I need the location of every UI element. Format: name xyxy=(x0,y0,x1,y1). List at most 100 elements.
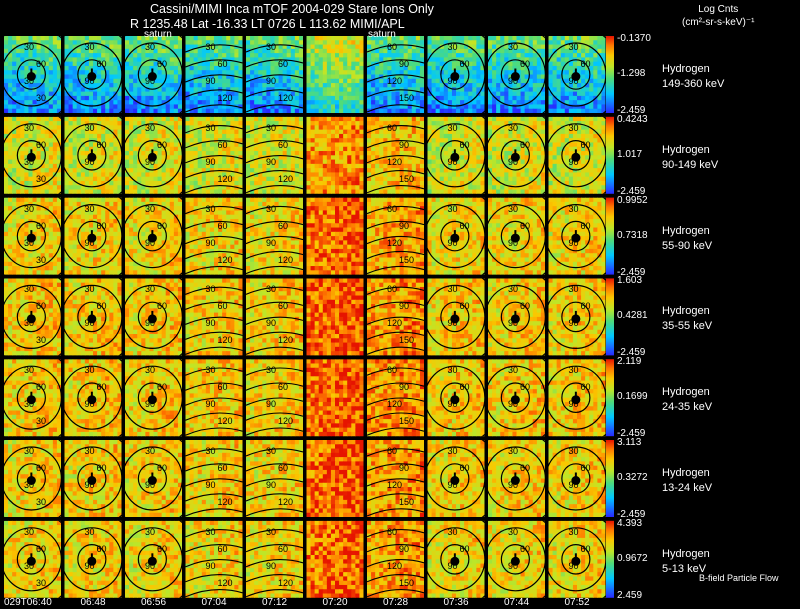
contour-label: 60 xyxy=(36,543,47,554)
contour-label: 30 xyxy=(145,446,156,456)
chart-subtitle: R 1235.48 Lat -16.33 LT 0726 L 113.62 MI… xyxy=(130,17,405,31)
heatmap-cell-0-0 xyxy=(4,36,61,113)
contour-label: 60 xyxy=(36,301,47,312)
contour-label: 60 xyxy=(520,463,531,473)
contour-label: 90 xyxy=(84,480,95,490)
contour-label: 90 xyxy=(145,480,156,490)
contour-label: 60 xyxy=(278,463,289,473)
contour-label: 30 xyxy=(447,446,458,456)
contour-label: 60 xyxy=(157,139,168,150)
contour-label: 90 xyxy=(508,480,519,490)
heatmap-cell-3-2 xyxy=(125,278,182,356)
heatmap-cell-2-0 xyxy=(4,197,61,275)
energy-label: 149-360 keV xyxy=(662,78,725,90)
contour-label: 30 xyxy=(205,42,216,52)
energy-label: 5-13 keV xyxy=(662,562,707,575)
contour-label: 30 xyxy=(568,284,579,295)
contour-label: 120 xyxy=(387,76,403,86)
contour-label: 60 xyxy=(36,463,47,473)
contour-label: 60 xyxy=(217,139,228,150)
heatmap-cell-3-3 xyxy=(185,278,243,356)
contour-label: 120 xyxy=(217,173,233,184)
contour-label: 90 xyxy=(205,560,216,571)
contour-label: 90 xyxy=(205,156,216,167)
heatmap-cell-6-2 xyxy=(125,520,182,598)
contour-label: 60 xyxy=(387,42,398,52)
contour-label: 30 xyxy=(24,526,35,537)
contour-label: 30 xyxy=(205,365,216,376)
colorbar-min-label: -2.459 xyxy=(617,428,646,440)
contour-label: 90 xyxy=(399,139,410,150)
contour-label: 150 xyxy=(399,335,415,346)
contour-label: 150 xyxy=(399,497,415,507)
heatmap-cell-3-9 xyxy=(548,278,606,356)
heatmap-cell-0-6 xyxy=(367,36,424,113)
contour-label: 30 xyxy=(24,446,35,456)
contour-label: 30 xyxy=(447,42,458,52)
contour-label: 90 xyxy=(568,560,579,571)
colorbar-6 xyxy=(606,520,614,598)
species-label: Hydrogen xyxy=(662,547,710,560)
contour-label: 30 xyxy=(36,335,47,346)
contour-label: 90 xyxy=(399,463,410,473)
contour-label: 30 xyxy=(36,93,47,103)
colorbar-min-label: -2.459 xyxy=(617,347,646,359)
contour-label: 30 xyxy=(447,122,458,133)
contour-label: 120 xyxy=(217,335,233,346)
heatmap-cell-3-1 xyxy=(64,278,122,356)
panel-label: Hydrogen 5-13 keV xyxy=(662,547,710,577)
contour-label: 90 xyxy=(399,543,410,554)
heatmap-cell-5-3 xyxy=(185,440,243,517)
legend-title: Log Cnts xyxy=(698,4,739,15)
contour-label: 30 xyxy=(266,526,277,537)
contour-label: 90 xyxy=(447,318,458,329)
heatmap-cell-2-1 xyxy=(64,197,122,275)
contour-label: 30 xyxy=(508,446,519,456)
contour-label: 60 xyxy=(278,382,289,393)
contour-label: 90 xyxy=(205,399,216,410)
contour-label: 30 xyxy=(24,318,35,329)
colorbar-4 xyxy=(606,359,614,437)
contour-label: 60 xyxy=(580,139,591,150)
contour-label: 60 xyxy=(278,59,289,69)
heatmap-cell-6-8 xyxy=(488,520,545,598)
contour-label: 60 xyxy=(580,463,591,473)
contour-label: 30 xyxy=(205,122,216,133)
contour-label: 60 xyxy=(157,543,168,554)
contour-label: 90 xyxy=(568,156,579,167)
contour-label: 60 xyxy=(520,543,531,554)
contour-label: 60 xyxy=(520,301,531,312)
energy-label: 35-55 keV xyxy=(662,320,713,333)
contour-label: 60 xyxy=(278,220,289,231)
contour-label: 90 xyxy=(205,76,216,86)
heatmap-cell-1-7 xyxy=(427,116,485,194)
heatmap-cell-6-9 xyxy=(548,520,606,598)
contour-label: 30 xyxy=(24,365,35,376)
contour-label: 90 xyxy=(84,156,95,167)
heatmap-cell-1-9 xyxy=(548,116,606,194)
contour-label: 60 xyxy=(580,59,591,69)
heatmap-cell-1-0 xyxy=(4,116,61,194)
contour-label: 30 xyxy=(24,399,35,410)
colorbar-min-label: -2.459 xyxy=(617,185,646,197)
contour-label: 60 xyxy=(580,543,591,554)
contour-label: 60 xyxy=(36,220,47,231)
colorbar-0 xyxy=(606,36,614,113)
contour-label: 60 xyxy=(459,463,470,473)
contour-label: 30 xyxy=(568,365,579,376)
contour-label: 60 xyxy=(459,543,470,554)
contour-label: 60 xyxy=(387,365,398,376)
panel-label: Hydrogen 149-360 keV xyxy=(662,62,724,92)
contour-label: 90 xyxy=(447,237,458,248)
contour-label: 60 xyxy=(278,543,289,554)
heatmap-cell-0-9 xyxy=(548,36,606,113)
heatmap-cell-6-5 xyxy=(306,520,364,598)
colorbar-min-label: -2.459 xyxy=(617,266,646,278)
contour-label: 30 xyxy=(24,237,35,248)
heatmap-cell-5-6 xyxy=(367,440,424,517)
contour-label: 30 xyxy=(266,42,277,52)
contour-label: 60 xyxy=(157,301,168,312)
species-label: Hydrogen xyxy=(662,224,710,237)
contour-label: 30 xyxy=(508,122,519,133)
contour-label: 30 xyxy=(36,416,47,427)
